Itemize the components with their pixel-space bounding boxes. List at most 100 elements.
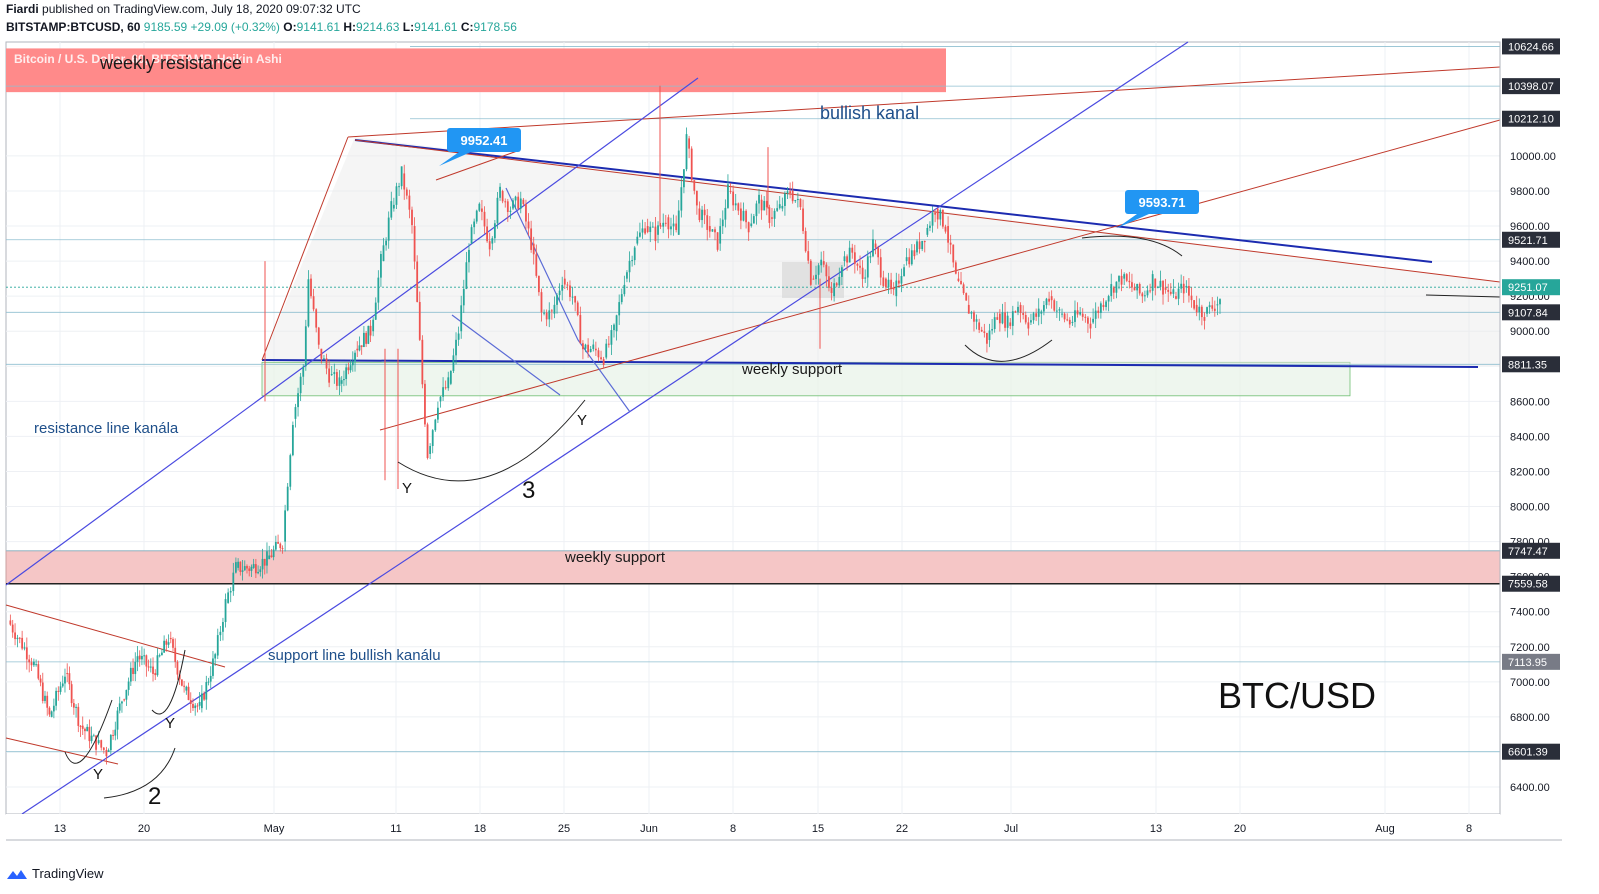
candle-body	[978, 322, 981, 330]
candle-body	[299, 376, 302, 394]
candle-body	[35, 664, 38, 666]
candle-body	[481, 208, 483, 212]
candle-body	[152, 666, 154, 674]
candle-body	[605, 343, 608, 358]
price-level-labels: 10624.66 10398.07 10212.10 9521.71 9251.07 91…	[1502, 38, 1560, 760]
candle-body	[439, 396, 442, 402]
author-name[interactable]: Fiardi	[6, 2, 39, 16]
candle-body	[846, 256, 848, 263]
candle-body	[121, 701, 123, 704]
candle-body	[543, 312, 545, 314]
candle-body	[1133, 287, 1136, 291]
candle-body	[923, 240, 926, 243]
candle-body	[861, 267, 864, 279]
candle-body	[776, 208, 779, 211]
candle-body	[261, 558, 264, 570]
candle-body	[143, 655, 146, 657]
candle-body	[970, 312, 973, 314]
candle-body	[537, 275, 540, 293]
candle-body	[411, 209, 413, 226]
candle-body	[1035, 313, 1038, 317]
candle-body	[802, 208, 804, 232]
price-level-text: 9251.07	[1508, 282, 1548, 294]
candle-body	[602, 359, 605, 365]
candle-body	[347, 367, 350, 371]
candle-body	[483, 211, 486, 227]
candle-body	[535, 254, 538, 276]
high-label: H:	[343, 20, 357, 34]
candle-body	[421, 339, 424, 385]
candle-body	[1092, 318, 1095, 323]
candle-body	[672, 223, 675, 227]
weekly-support-label-upper: weekly support	[741, 361, 843, 378]
candle-body	[509, 210, 512, 212]
candle-body	[424, 383, 426, 425]
candle-body	[1001, 312, 1004, 324]
candle-body	[628, 260, 631, 273]
price-level-text: 10212.10	[1508, 114, 1554, 126]
candle-body	[1131, 282, 1133, 288]
candle-body	[232, 572, 235, 592]
candle-body	[400, 166, 403, 187]
red-downtrend-early	[5, 604, 226, 668]
candle-body	[358, 345, 361, 351]
candle-body	[452, 355, 455, 371]
candle-body	[163, 640, 166, 653]
candle-body	[1087, 317, 1089, 324]
candle-body	[141, 656, 143, 660]
candle-body	[25, 647, 28, 660]
candle-body	[1143, 295, 1146, 297]
candle-body	[297, 393, 299, 408]
series-caption: Bitcoin / U.S. Dollar, 60, BITSTAMP, Hei…	[14, 52, 282, 66]
candle-body	[804, 231, 807, 252]
candle-body	[310, 278, 312, 297]
candle-body	[1146, 290, 1149, 296]
red-lower-early	[5, 737, 119, 765]
candle-body	[556, 295, 558, 305]
candle-body	[72, 703, 75, 708]
candle-body	[631, 260, 634, 262]
candle-body	[890, 279, 893, 288]
candle-body	[1190, 295, 1193, 301]
candle-body	[1079, 312, 1082, 315]
candle-body	[1024, 315, 1027, 323]
candle-body	[548, 310, 551, 320]
candle-body	[1206, 307, 1208, 314]
time-axis[interactable]	[6, 814, 1500, 840]
low-label: L:	[402, 20, 415, 34]
candle-body	[954, 262, 957, 274]
candle-body	[1102, 304, 1105, 308]
candle-body	[1050, 296, 1053, 301]
candle-body	[724, 207, 727, 220]
candle-body	[377, 277, 380, 303]
candle-body	[908, 257, 911, 265]
candle-body	[716, 232, 719, 250]
candle-body	[90, 735, 93, 742]
candle-body	[447, 377, 450, 389]
candle-body	[252, 564, 255, 568]
candle-body	[1211, 305, 1214, 309]
candle-body	[843, 256, 846, 262]
candle-body	[962, 284, 965, 294]
candle-body	[910, 250, 913, 265]
curve-arrow-top	[1081, 235, 1183, 257]
y-marker: Y	[577, 412, 587, 429]
candle-body	[998, 313, 1001, 324]
price-axis[interactable]	[1500, 42, 1562, 814]
candle-body	[138, 655, 141, 660]
candle-body	[563, 278, 566, 285]
candle-body	[340, 380, 343, 384]
footer: TradingView	[6, 866, 104, 881]
candle-body	[380, 254, 382, 278]
red-trendline-left	[261, 136, 349, 361]
last-price: 9185.59	[143, 20, 188, 34]
candle-body	[307, 279, 310, 327]
candle-body	[1167, 289, 1170, 292]
candle-body	[887, 279, 890, 288]
candle-body	[866, 256, 869, 278]
open-label: O:	[283, 20, 297, 34]
footer-brand[interactable]: TradingView	[32, 866, 104, 881]
candle-body	[304, 326, 307, 367]
plot-area[interactable]	[5, 41, 1501, 815]
